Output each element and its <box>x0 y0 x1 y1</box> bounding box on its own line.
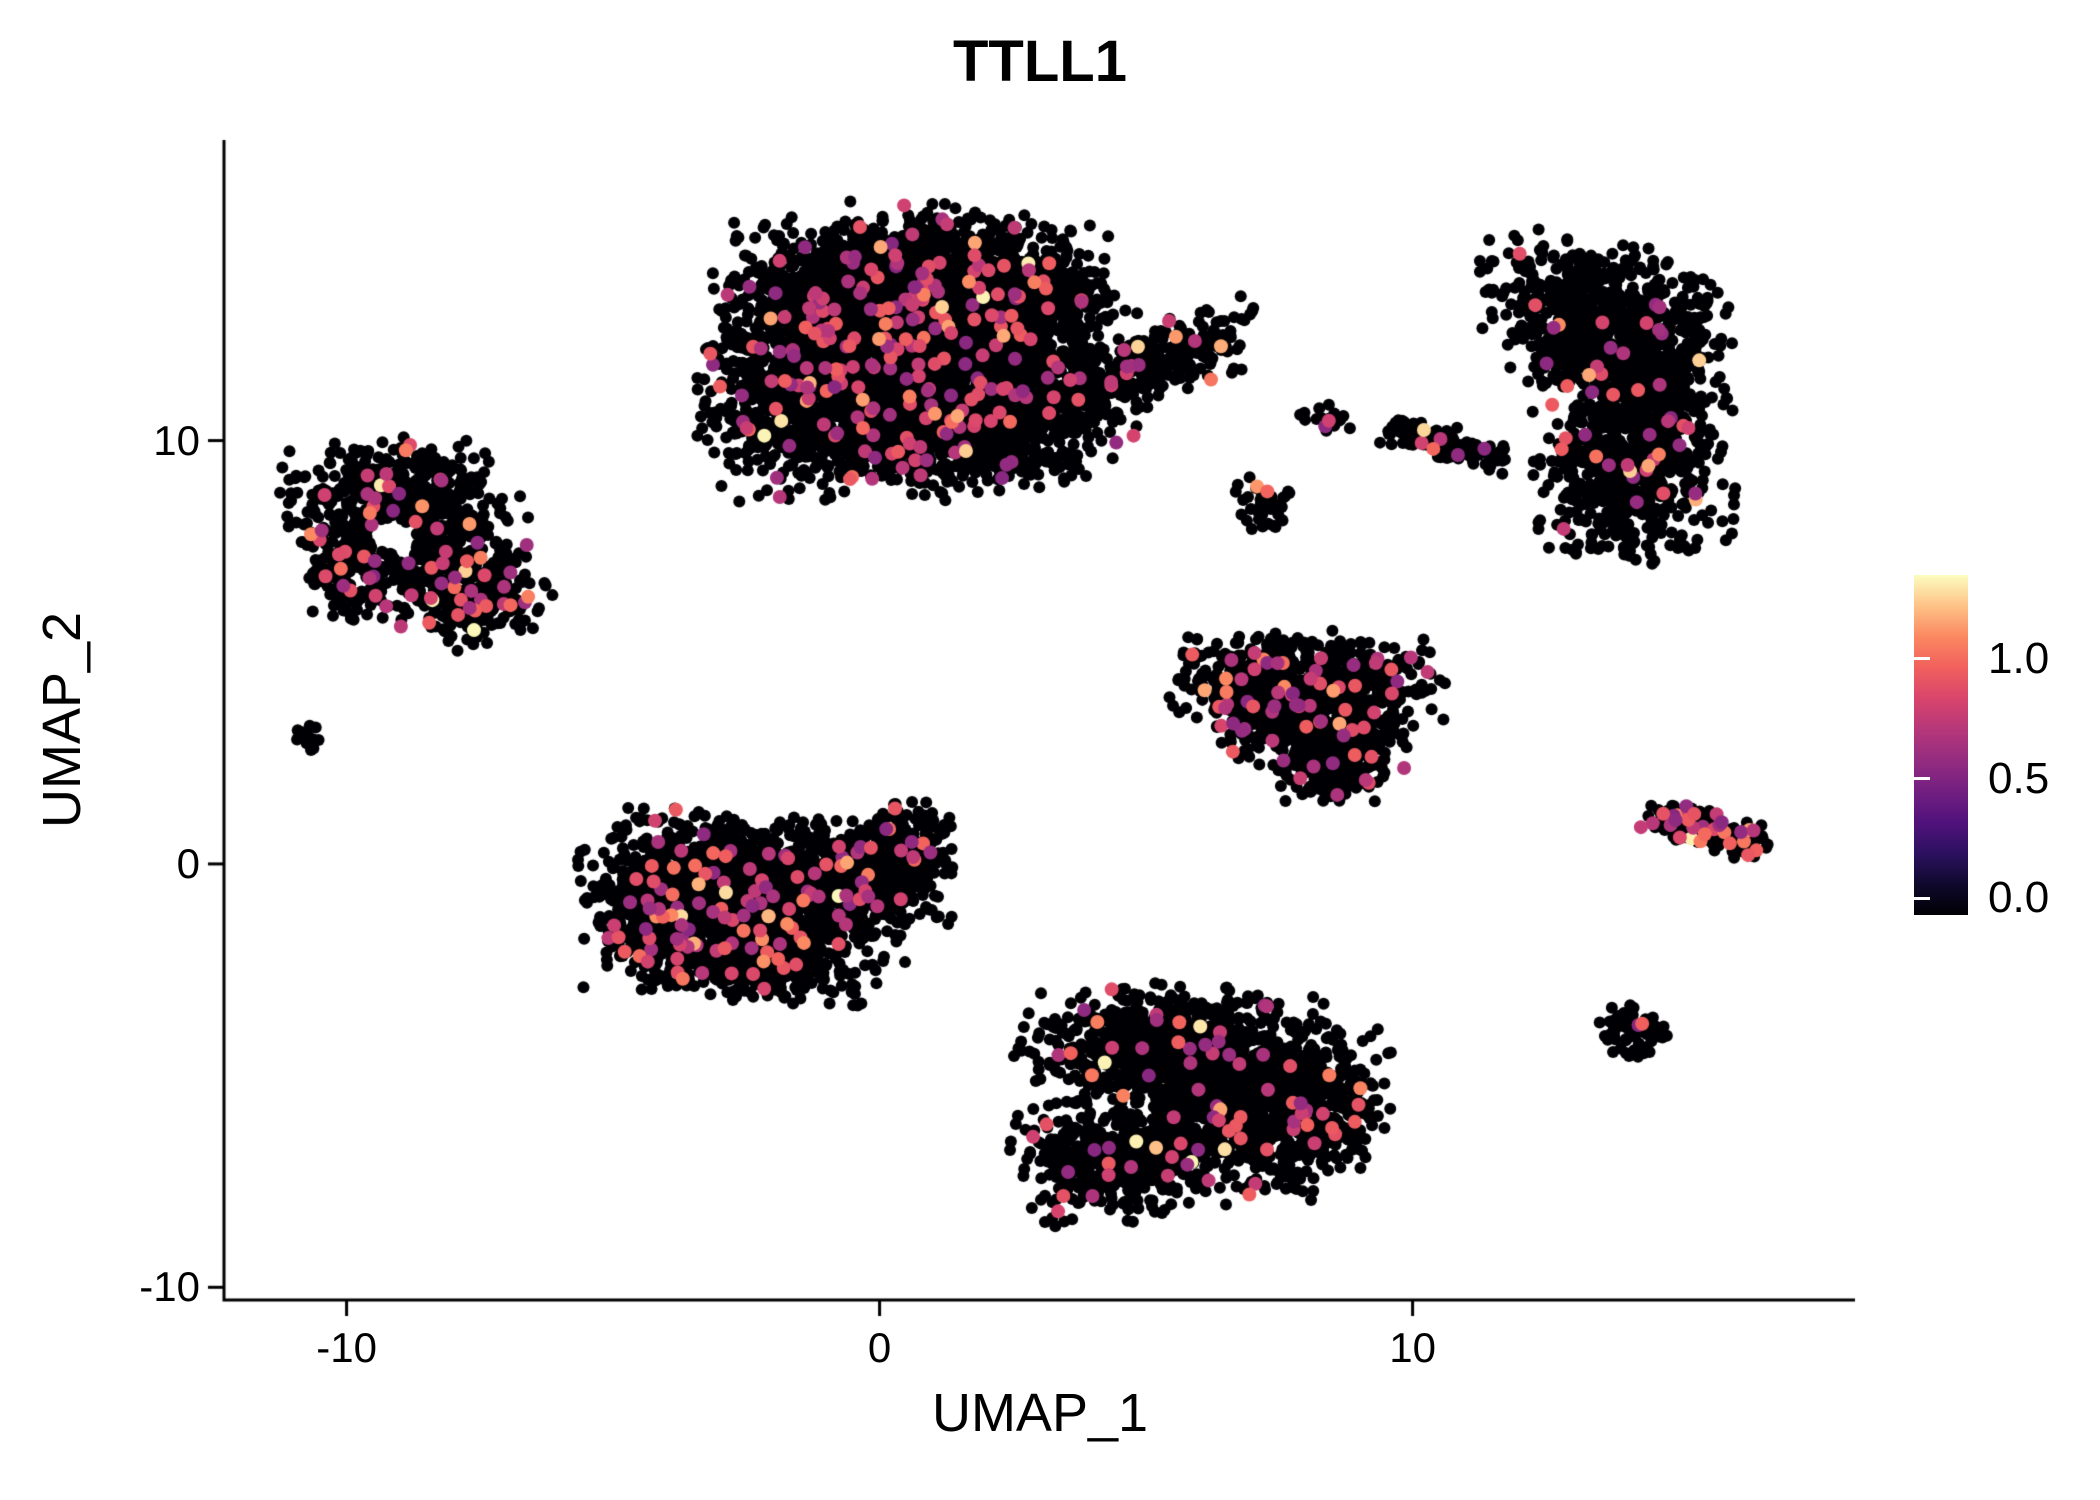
legend-tick-label: 0.5 <box>1988 753 2050 803</box>
plot-title: TTLL1 <box>953 29 1127 94</box>
x-axis-tick-label: 10 <box>1389 1324 1436 1371</box>
y-axis-title: UMAP_2 <box>32 611 92 829</box>
y-axis-tick-label: -10 <box>139 1263 200 1311</box>
legend-tick-mark <box>1914 896 1930 900</box>
legend-tick-label: 1.0 <box>1988 633 2050 683</box>
legend-tick-mark <box>1914 777 1930 781</box>
legend-tick-mark <box>1914 657 1930 661</box>
y-axis-tick-label: 10 <box>153 416 200 464</box>
y-axis-tick-label: 0 <box>176 839 200 887</box>
legend-colorbar <box>1914 575 1968 915</box>
x-axis-tick-label: 0 <box>867 1324 892 1371</box>
legend-tick-label: 0.0 <box>1988 873 2050 923</box>
x-axis-tick-label: -10 <box>316 1324 377 1371</box>
x-axis-title: UMAP_1 <box>931 1383 1149 1443</box>
